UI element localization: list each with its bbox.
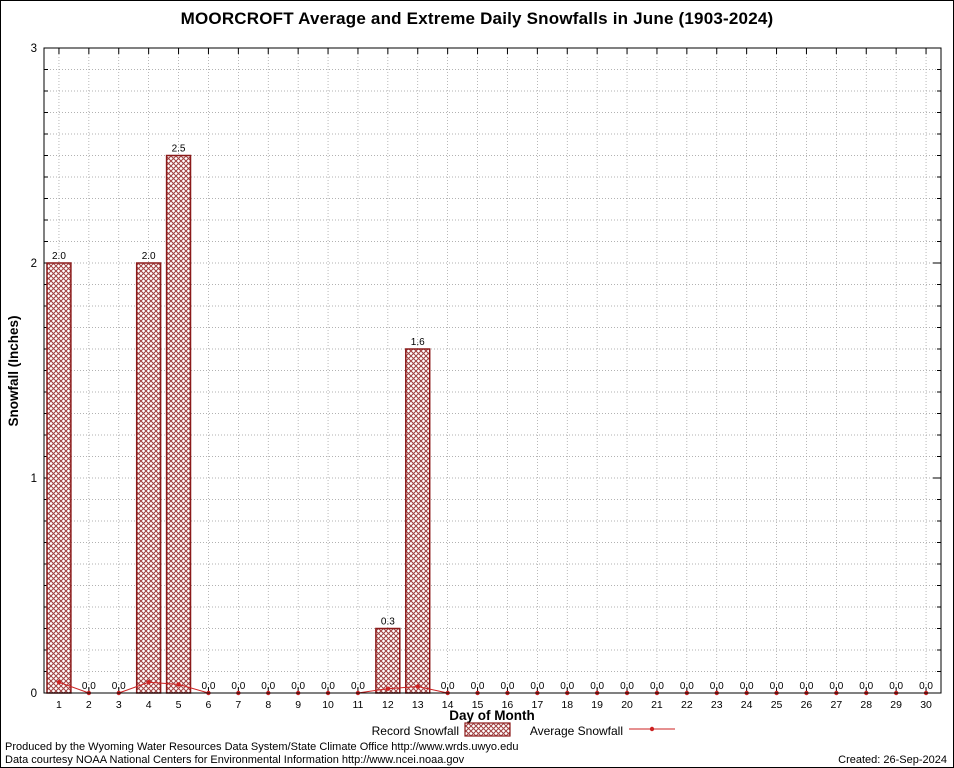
x-tick-label: 30: [920, 699, 932, 711]
bar-value-label: 0.0: [351, 681, 365, 692]
bar-value-label: 0.0: [650, 681, 664, 692]
x-tick-label: 2: [86, 699, 92, 711]
bar-value-label: 0.0: [740, 681, 754, 692]
bar-value-label: 0.0: [590, 681, 604, 692]
bar-value-label: 0.0: [889, 681, 903, 692]
bar-value-label: 0.0: [680, 681, 694, 692]
x-tick-label: 4: [146, 699, 152, 711]
bar-value-label: 1.6: [411, 337, 425, 348]
x-tick-label: 28: [860, 699, 872, 711]
record-snowfall-bars: 2.0 0.0 0.0 2.0 2.5 0.0 0.0 0.0 0.0 0.0 0.0 0.3 1.6 0…: [46, 144, 933, 694]
y-axis-title: Snowfall (Inches): [6, 315, 21, 426]
y-tick-label: 3: [31, 43, 37, 55]
x-tick-label: 14: [442, 699, 454, 711]
x-tick-label: 7: [235, 699, 241, 711]
avg-point-day-5: [176, 682, 181, 687]
x-tick-label: 12: [382, 699, 394, 711]
bar-value-label: 0.0: [231, 681, 245, 692]
x-tick-label: 27: [831, 699, 843, 711]
bar-value-label: 0.0: [471, 681, 485, 692]
bar-value-label: 2.0: [142, 251, 156, 262]
x-tick-label: 16: [502, 699, 514, 711]
bar-value-label: 0.0: [829, 681, 843, 692]
avg-point-day-1: [56, 680, 62, 685]
bar-value-label: 0.0: [291, 681, 305, 692]
x-tick-label: 24: [741, 699, 753, 711]
y-tick-label: 2: [31, 258, 37, 270]
avg-point-day-4: [146, 680, 151, 685]
bar-day-5: [165, 154, 192, 694]
footer-produced-by: Produced by the Wyoming Water Resources …: [5, 741, 519, 753]
bar-value-label: 0.0: [710, 681, 724, 692]
x-tick-label: 17: [532, 699, 544, 711]
x-tick-label: 10: [322, 699, 334, 711]
x-tick-label: 22: [681, 699, 693, 711]
avg-point-day-13: [415, 684, 420, 689]
bar-value-label: 0.3: [381, 617, 395, 628]
bar-value-label: 0.0: [201, 681, 215, 692]
footer-created-date: Created: 26-Sep-2024: [838, 754, 947, 766]
bar-value-label: 0.0: [530, 681, 544, 692]
bar-value-label: 2.5: [172, 144, 186, 155]
x-tick-label: 18: [561, 699, 573, 711]
x-tick-label: 11: [352, 699, 363, 711]
legend-record-label: Record Snowfall: [372, 724, 459, 738]
y-tick-label: 1: [31, 473, 37, 485]
x-tick-label: 8: [265, 699, 271, 711]
bar-day-12: [375, 627, 401, 694]
bar-value-label: 0.0: [261, 681, 275, 692]
bar-value-label: 0.0: [441, 681, 455, 692]
bar-day-4: [135, 262, 162, 694]
x-tick-label: 19: [591, 699, 603, 711]
x-tick-label: 6: [206, 699, 212, 711]
grid-lines: [44, 48, 941, 693]
x-tick-label: 26: [801, 699, 813, 711]
chart-title: MOORCROFT Average and Extreme Daily Snow…: [180, 9, 774, 28]
x-tick-label: 25: [771, 699, 783, 711]
bar-value-label: 0.0: [919, 681, 933, 692]
x-tick-label: 23: [711, 699, 723, 711]
bar-day-13: [405, 348, 431, 694]
legend-average-label: Average Snowfall: [530, 724, 623, 738]
bar-value-label: 0.0: [799, 681, 813, 692]
legend-average-marker: [649, 726, 655, 732]
legend: Record Snowfall Average Snowfall: [372, 722, 675, 738]
bar-value-label: 2.0: [52, 251, 66, 262]
footer-data-courtesy: Data courtesy NOAA National Centers for …: [5, 754, 465, 766]
x-tick-label: 13: [412, 699, 424, 711]
bar-value-label: 0.0: [770, 681, 784, 692]
x-tick-label: 1: [56, 699, 62, 711]
y-tick-labels: 0 1 2 3: [31, 43, 37, 700]
plot-border: [43, 47, 942, 694]
bar-value-label: 0.0: [500, 681, 514, 692]
bar-value-label: 0.0: [859, 681, 873, 692]
x-tick-label: 20: [621, 699, 633, 711]
legend-record-swatch: [464, 722, 511, 737]
bar-value-label: 0.0: [82, 681, 96, 692]
x-tick-label: 15: [472, 699, 484, 711]
x-tick-label: 29: [890, 699, 902, 711]
x-tick-label: 9: [295, 699, 301, 711]
bar-value-label: 0.0: [620, 681, 634, 692]
y-tick-label: 0: [31, 688, 37, 700]
bar-day-1: [46, 262, 72, 694]
bar-value-label: 0.0: [112, 681, 126, 692]
x-tick-label: 3: [116, 699, 122, 711]
avg-point-day-12: [385, 686, 391, 691]
x-axis-title: Day of Month: [449, 708, 535, 723]
bar-value-label: 0.0: [321, 681, 335, 692]
bar-value-label: 0.0: [560, 681, 574, 692]
x-tick-labels: 1 2 3 4 5 6 7 8 9 10 11 12 13 14 15 16 17 18 19 20 21 22 23 24 2…: [56, 699, 932, 711]
x-tick-label: 21: [651, 699, 663, 711]
x-tick-label: 5: [176, 699, 182, 711]
